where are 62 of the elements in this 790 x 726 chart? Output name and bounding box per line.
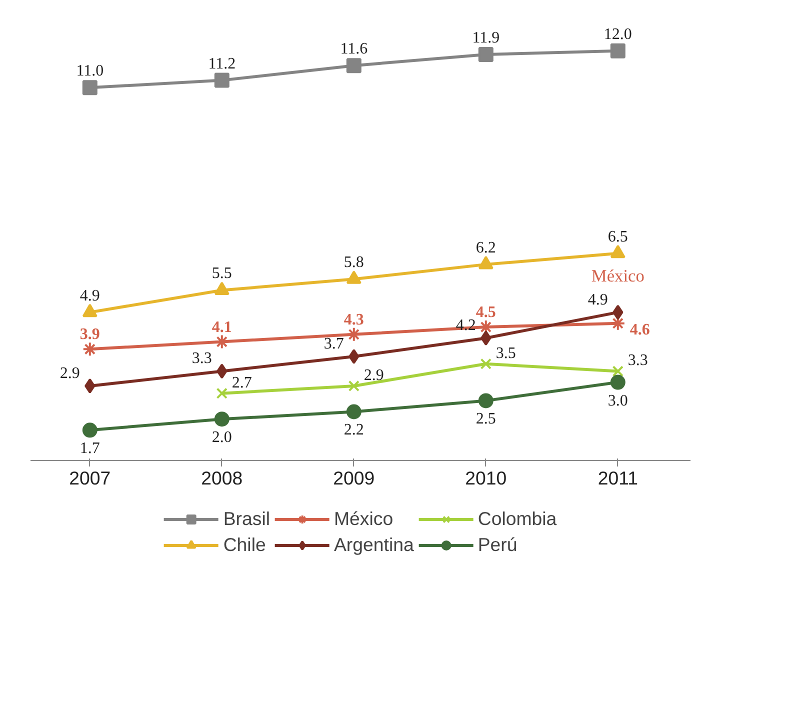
- point: [346, 326, 362, 342]
- data-label: 4.5: [476, 304, 496, 322]
- data-label: 4.3: [344, 311, 364, 328]
- legend-label: Argentina: [334, 534, 414, 556]
- data-label: 3.5: [496, 344, 516, 362]
- data-label: 12.0: [604, 26, 632, 43]
- legend-label: Colombia: [478, 508, 557, 530]
- point: [612, 366, 624, 377]
- data-label: 11.6: [340, 40, 368, 58]
- point: [346, 58, 362, 74]
- data-label: 4.6: [630, 321, 650, 338]
- data-label: 2.0: [212, 429, 232, 446]
- point: [82, 422, 98, 438]
- point: [216, 388, 228, 399]
- point: [84, 378, 96, 394]
- point: [612, 304, 624, 320]
- point: [82, 80, 98, 96]
- data-label: 6.2: [476, 239, 496, 256]
- data-label: 6.5: [608, 228, 628, 246]
- legend-label: Brasil: [223, 508, 270, 530]
- data-label: 3.9: [80, 326, 100, 344]
- data-label: 3.3: [192, 350, 212, 368]
- annotation: México: [591, 266, 644, 286]
- data-label: 4.1: [212, 318, 232, 336]
- point: [480, 330, 492, 346]
- data-label: 5.5: [212, 265, 232, 282]
- data-label: 4.9: [588, 291, 608, 308]
- x-tick-label: 2007: [69, 468, 111, 488]
- legend-label: Chile: [223, 534, 266, 556]
- data-label: 11.9: [472, 30, 500, 47]
- data-label: 11.0: [76, 62, 104, 80]
- legend-label: Perú: [478, 534, 518, 556]
- point: [610, 43, 626, 58]
- point: [214, 72, 230, 88]
- data-label: 1.7: [80, 440, 100, 458]
- x-tick-label: 2011: [598, 468, 638, 488]
- data-label: 2.2: [344, 422, 364, 439]
- data-label: 2.5: [476, 410, 496, 428]
- data-label: 3.7: [324, 336, 344, 353]
- point: [478, 47, 494, 62]
- data-label: 3.3: [628, 352, 648, 370]
- x-tick-label: 2010: [465, 468, 507, 488]
- point: [610, 374, 626, 390]
- point: [214, 412, 230, 427]
- point: [214, 334, 230, 350]
- point: [82, 342, 98, 357]
- data-label: 2.9: [364, 366, 384, 384]
- data-label: 3.0: [608, 392, 628, 410]
- x-tick-label: 2008: [201, 468, 243, 488]
- point: [348, 380, 360, 392]
- point: [346, 404, 362, 420]
- x-tick-label: 2009: [333, 468, 375, 488]
- point: [478, 393, 494, 408]
- data-label: 2.7: [232, 374, 252, 392]
- data-label: 11.2: [208, 55, 236, 72]
- data-label: 5.8: [344, 254, 364, 272]
- data-label: 4.9: [80, 287, 100, 304]
- point: [216, 364, 228, 379]
- point: [480, 358, 492, 370]
- data-label: 2.9: [60, 364, 80, 382]
- point: [348, 349, 360, 364]
- legend-label: México: [334, 508, 394, 530]
